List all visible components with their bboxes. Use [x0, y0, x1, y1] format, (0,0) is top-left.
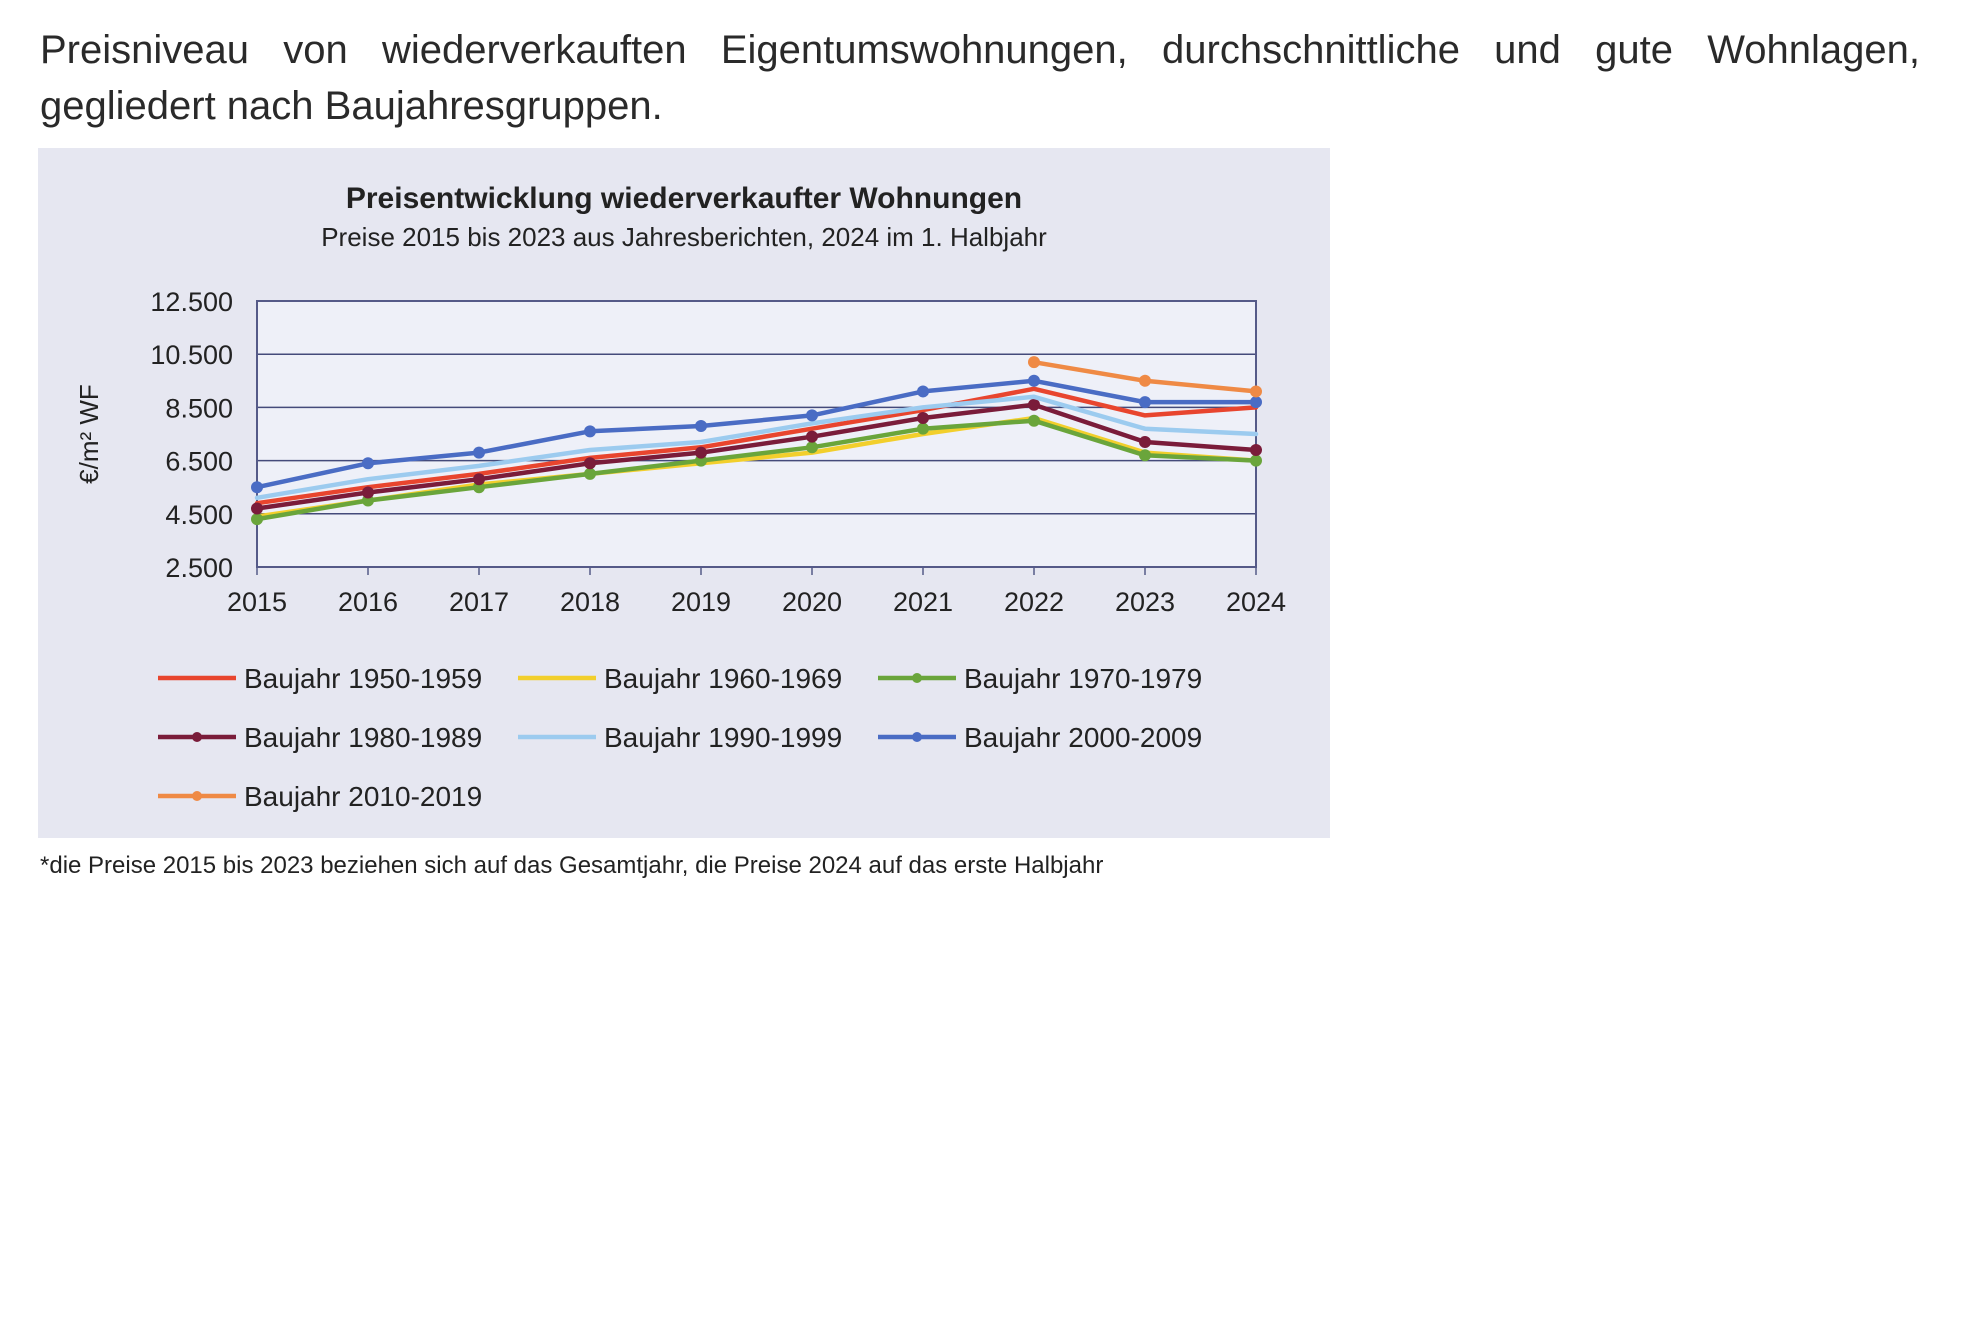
series-3 — [251, 398, 1262, 515]
series-6 — [1028, 356, 1262, 398]
legend-label: Baujahr 1990-1999 — [604, 722, 842, 753]
chart-panel: Preisentwicklung wiederverkaufter Wohnun… — [38, 148, 1330, 838]
x-tick-label: 2024 — [1226, 587, 1286, 617]
data-point — [1028, 374, 1040, 387]
data-point — [1139, 449, 1151, 462]
footnote: *die Preise 2015 bis 2023 beziehen sich … — [40, 852, 1104, 879]
y-tick-label: 4.500 — [165, 500, 233, 530]
data-point — [251, 481, 263, 494]
series-0 — [254, 386, 1259, 506]
x-tick-label: 2018 — [560, 587, 620, 617]
data-point — [695, 446, 707, 459]
data-point — [251, 513, 263, 526]
legend-marker — [912, 732, 922, 742]
data-point — [1250, 454, 1262, 467]
x-tick-label: 2022 — [1004, 587, 1064, 617]
legend-item: Baujahr 2000-2009 — [878, 722, 1202, 753]
legend-item: Baujahr 2010-2019 — [158, 781, 482, 812]
data-point — [362, 457, 374, 470]
legend-marker — [192, 791, 202, 801]
y-tick-label: 12.500 — [150, 287, 233, 317]
data-point — [695, 420, 707, 433]
data-point — [473, 446, 485, 459]
y-tick-label: 8.500 — [165, 393, 233, 423]
data-point — [806, 441, 818, 454]
chart-subtitle: Preise 2015 bis 2023 aus Jahresberichten… — [321, 222, 1047, 252]
x-tick-label: 2016 — [338, 587, 398, 617]
legend-label: Baujahr 1950-1959 — [244, 663, 482, 694]
series-line — [254, 378, 1259, 490]
x-tick-label: 2019 — [671, 587, 731, 617]
data-point — [362, 486, 374, 499]
legend-item: Baujahr 1950-1959 — [158, 663, 482, 694]
series-line — [254, 418, 1259, 522]
data-point — [806, 430, 818, 443]
legend-item: Baujahr 1970-1979 — [878, 663, 1202, 694]
series-line — [254, 386, 1259, 506]
y-axis-label: €/m² WF — [74, 384, 104, 484]
x-tick-label: 2015 — [227, 587, 287, 617]
data-point — [1139, 435, 1151, 448]
y-tick-label: 6.500 — [165, 447, 233, 477]
legend-label: Baujahr 1960-1969 — [604, 663, 842, 694]
data-point — [1028, 398, 1040, 411]
series-5 — [251, 374, 1262, 494]
page-heading: Preisniveau von wiederverkauften Eigentu… — [40, 28, 1920, 128]
legend-marker — [912, 673, 922, 683]
data-point — [584, 457, 596, 470]
series-4 — [254, 394, 1259, 501]
legend-item: Baujahr 1990-1999 — [518, 722, 842, 753]
legend-label: Baujahr 1980-1989 — [244, 722, 482, 753]
data-point — [1139, 396, 1151, 409]
legend-item: Baujahr 1960-1969 — [518, 663, 842, 694]
data-point — [1139, 374, 1151, 387]
data-point — [917, 412, 929, 425]
data-point — [473, 473, 485, 486]
y-tick-label: 2.500 — [165, 553, 233, 583]
series-line — [254, 394, 1259, 501]
data-point — [1028, 356, 1040, 369]
data-point — [251, 502, 263, 515]
series-line — [254, 402, 1259, 511]
legend-marker — [192, 732, 202, 742]
legend-item: Baujahr 1980-1989 — [158, 722, 482, 753]
x-tick-label: 2020 — [782, 587, 842, 617]
x-tick-label: 2023 — [1115, 587, 1175, 617]
line-chart: Preisentwicklung wiederverkaufter Wohnun… — [74, 182, 1286, 812]
legend-label: Baujahr 1970-1979 — [964, 663, 1202, 694]
data-point — [1028, 414, 1040, 427]
x-tick-label: 2021 — [893, 587, 953, 617]
data-point — [584, 425, 596, 438]
data-point — [1250, 396, 1262, 409]
data-point — [584, 467, 596, 480]
data-point — [1250, 385, 1262, 398]
legend-label: Baujahr 2010-2019 — [244, 781, 482, 812]
data-point — [917, 422, 929, 435]
chart-title: Preisentwicklung wiederverkaufter Wohnun… — [346, 182, 1022, 215]
data-point — [806, 409, 818, 422]
y-tick-label: 10.500 — [150, 340, 233, 370]
data-point — [1250, 443, 1262, 456]
legend-label: Baujahr 2000-2009 — [964, 722, 1202, 753]
x-tick-label: 2017 — [449, 587, 509, 617]
data-point — [917, 385, 929, 398]
